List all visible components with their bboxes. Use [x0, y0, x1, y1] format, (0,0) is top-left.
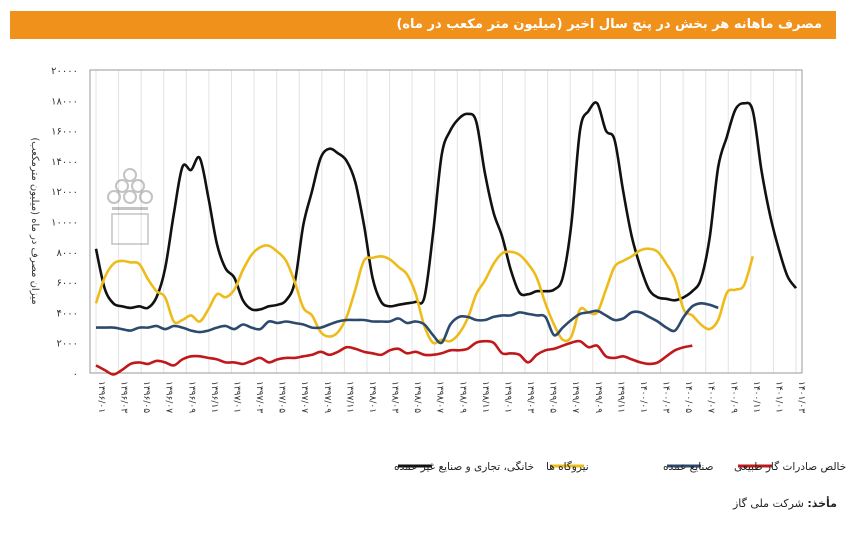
legend-label-major-industries: صنایع عمده: [663, 461, 714, 473]
x-tick-label: ۱۳۹۸/۱۱: [480, 381, 490, 413]
series-line-major-industries: [96, 301, 719, 345]
series-lines: [94, 101, 798, 376]
x-tick-label: ۱۳۹۷/۰۵: [277, 381, 287, 413]
x-tick-label: ۱۳۹۹/۰۹: [593, 381, 603, 413]
x-tick-label: ۱۳۹۷/۱۱: [344, 381, 354, 413]
x-tick-label: ۱۴۰۱/۰۳: [796, 381, 806, 413]
chart-title-bar: مصرف ماهانه هر بخش در پنج سال اخیر (میلی…: [10, 11, 836, 39]
x-tick-label: ۱۳۹۸/۰۳: [390, 381, 400, 413]
x-tick-label: ۱۳۹۶/۱۱: [209, 381, 219, 413]
legend-item-major-industries: صنایع عمده: [663, 461, 714, 473]
legend: خانگی، تجاری و صنایع غیر عمده نیروگاه ها…: [394, 460, 846, 473]
x-tick-label: ۱۳۹۹/۰۵: [548, 381, 558, 413]
x-tick-label: ۱۳۹۷/۰۹: [322, 381, 332, 413]
x-tick-label: ۱۳۹۸/۰۹: [457, 381, 467, 413]
x-tick-label: ۱۳۹۶/۰۳: [119, 381, 129, 413]
x-tick-label: ۱۳۹۸/۰۷: [435, 381, 445, 413]
y-tick-label: ۲۰۰۰۰: [51, 66, 78, 77]
y-tick-label: ۱۲۰۰۰: [51, 187, 78, 198]
y-tick-label: ۴۰۰۰: [57, 308, 78, 319]
x-tick-label: ۱۴۰۱/۰۱: [773, 381, 783, 413]
legend-label-power-plants: نیروگاه ها: [546, 460, 589, 473]
y-tick-label: ۱۸۰۰۰: [51, 96, 78, 107]
x-tick-label: ۱۴۰۰/۰۹: [728, 381, 738, 413]
gridlines: [95, 70, 797, 373]
x-tick-label: ۱۳۹۶/۰۹: [186, 381, 196, 413]
x-tick-label: ۱۳۹۸/۰۵: [412, 381, 422, 413]
x-tick-label: ۱۳۹۸/۰۱: [367, 381, 377, 413]
source-text: شرکت ملی گاز: [732, 497, 804, 510]
x-tick-label: ۱۳۹۶/۰۷: [164, 381, 174, 413]
x-tick-label: ۱۳۹۶/۰۱: [96, 381, 106, 413]
x-tick-label: ۱۳۹۷/۰۳: [254, 381, 264, 413]
x-axis-ticks: ۱۳۹۶/۰۱ ۱۳۹۶/۰۳ ۱۳۹۶/۰۵ ۱۳۹۶/۰۷ ۱۳۹۶/۰۹ ۱۳۹۶/…: [96, 381, 806, 413]
y-tick-label: ۲۰۰۰: [57, 339, 78, 350]
series-line-residential: [94, 101, 798, 312]
x-tick-label: ۱۴۰۰/۰۷: [706, 381, 716, 413]
x-tick-label: ۱۳۹۹/۱۱: [615, 381, 625, 413]
y-tick-label: ۱۶۰۰۰: [51, 127, 78, 138]
x-tick-label: ۱۳۹۹/۰۷: [570, 381, 580, 413]
x-tick-label: ۱۳۹۷/۰۱: [231, 381, 241, 413]
x-tick-label: ۱۳۹۹/۰۳: [525, 381, 535, 413]
y-tick-label: ۱۴۰۰۰: [51, 157, 78, 168]
x-tick-label: ۱۳۹۹/۰۱: [502, 381, 512, 413]
x-tick-label: ۱۴۰۰/۰۱: [638, 381, 648, 413]
watermark-logo: [107, 168, 153, 245]
legend-item-net-exports: خالص صادرات گاز طبیعی: [734, 460, 846, 473]
plot-frame: [89, 69, 803, 374]
x-tick-label: ۱۴۰۰/۰۳: [661, 381, 671, 413]
x-tick-label: ۱۴۰۰/۰۵: [683, 381, 693, 413]
x-tick-label: ۱۳۹۷/۰۷: [299, 381, 309, 413]
y-tick-label: ۸۰۰۰: [57, 248, 78, 259]
y-tick-label: ۰: [73, 369, 78, 380]
chart-title: مصرف ماهانه هر بخش در پنج سال اخیر (میلی…: [396, 17, 822, 32]
legend-label-residential: خانگی، تجاری و صنایع غیر عمده: [394, 460, 534, 473]
legend-item-residential: خانگی، تجاری و صنایع غیر عمده: [394, 460, 534, 473]
legend-item-power-plants: نیروگاه ها: [546, 460, 589, 473]
x-tick-label: ۱۴۰۰/۱۱: [751, 381, 761, 413]
y-tick-label: ۶۰۰۰: [57, 278, 78, 289]
x-tick-label: ۱۳۹۶/۰۵: [141, 381, 151, 413]
series-line-net-exports: [95, 339, 693, 376]
y-axis-label: میزان مصرف در ماه (میلیون مترمکعب): [29, 137, 40, 304]
legend-label-net-exports: خالص صادرات گاز طبیعی: [734, 460, 846, 473]
source-label: مأخذ:: [807, 497, 837, 510]
y-tick-label: ۱۰۰۰۰: [51, 218, 78, 229]
source-note: مأخذ: شرکت ملی گاز: [733, 497, 837, 510]
y-axis-ticks: ۰ ۲۰۰۰ ۴۰۰۰ ۶۰۰۰ ۸۰۰۰ ۱۰۰۰۰ ۱۲۰۰۰ ۱۴۰۰۰ ۱۶۰۰۰ ۱۸۰…: [51, 66, 78, 380]
